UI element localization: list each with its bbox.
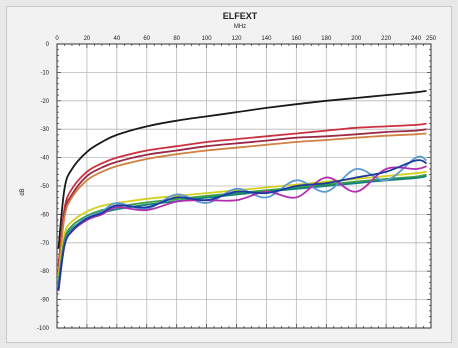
series-line-3 (57, 128, 427, 272)
x-tick-labels: 0 20 40 60 80 100 120 140 160 180 200 220 240 250 (55, 36, 436, 42)
y-tick-label: -80 (40, 269, 49, 275)
x-tick-label: 60 (143, 36, 150, 42)
y-tick-labels: 0 -10 -20 -30 -40 -50 -60 -70 -80 -90 -100 (37, 42, 50, 332)
y-tick-label: -20 (40, 99, 49, 105)
series-line-4 (57, 132, 427, 275)
x-axis-label: MHz (234, 24, 246, 30)
axis-ticks (56, 43, 432, 329)
y-tick-label: -60 (40, 212, 49, 218)
x-tick-label: 0 (55, 36, 59, 42)
series-group (57, 90, 427, 292)
x-tick-label: 200 (351, 36, 362, 42)
x-tick-label: 180 (321, 36, 332, 42)
chart-title: ELFEXT (223, 11, 258, 21)
x-tick-label: 220 (381, 36, 392, 42)
x-tick-label: 160 (291, 36, 302, 42)
series-line-10 (57, 159, 427, 290)
y-tick-label: -50 (40, 184, 49, 190)
y-tick-label: -100 (37, 326, 50, 332)
series-line-8 (57, 155, 427, 289)
y-axis-label: dB (20, 188, 26, 195)
x-tick-label: 80 (173, 36, 180, 42)
series-line-5 (57, 170, 427, 278)
grid (57, 44, 431, 328)
y-tick-label: 0 (46, 42, 50, 48)
y-tick-label: -10 (40, 70, 49, 76)
y-tick-label: -40 (40, 156, 49, 162)
y-tick-label: -90 (40, 298, 49, 304)
y-tick-label: -30 (40, 127, 49, 133)
x-tick-label: 100 (202, 36, 213, 42)
series-line-2 (57, 122, 427, 266)
x-tick-label: 120 (232, 36, 243, 42)
x-tick-label: 40 (113, 36, 120, 42)
series-line-1 (57, 90, 427, 249)
x-tick-label: 20 (84, 36, 91, 42)
series-line-6 (57, 173, 427, 283)
y-tick-label: -70 (40, 241, 49, 247)
x-tick-label: 140 (261, 36, 272, 42)
x-tick-label: 240 (411, 36, 422, 42)
x-tick-label: 250 (426, 36, 437, 42)
